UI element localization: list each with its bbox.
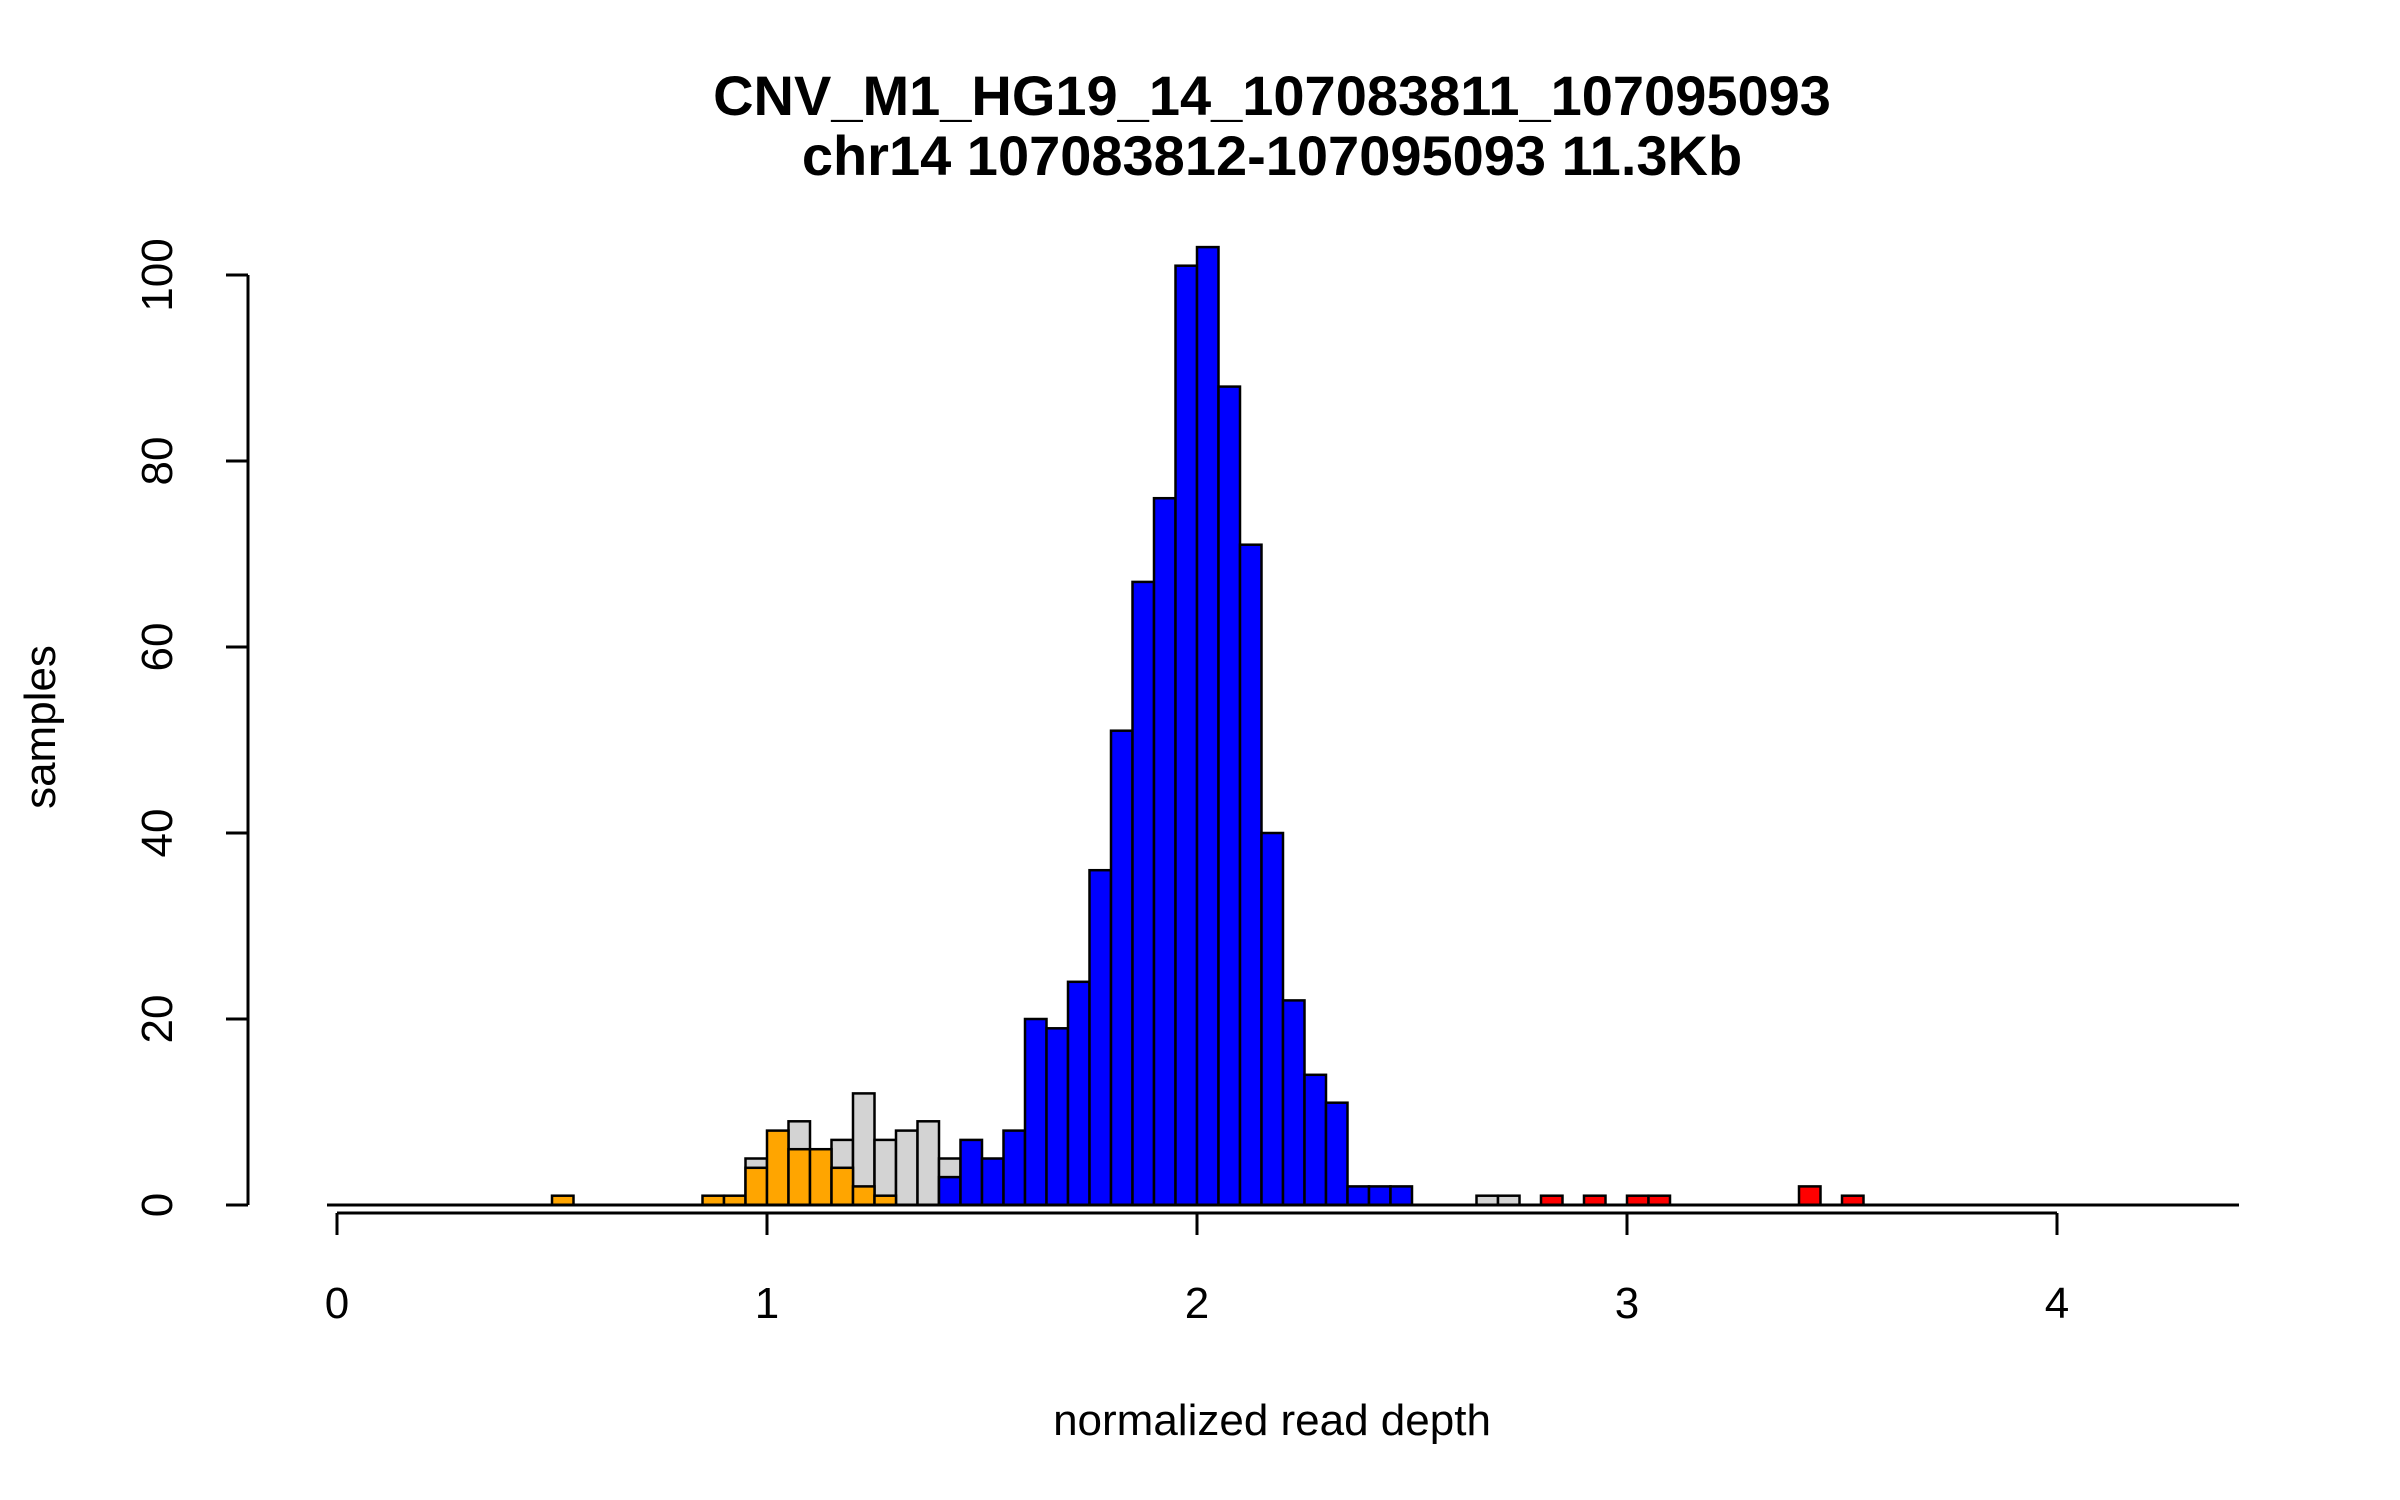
- x-tick-label: 1: [755, 1279, 779, 1328]
- bar-normal: [1023, 1017, 1048, 1207]
- bar-normal: [1109, 729, 1134, 1207]
- bar-normal: [1002, 1129, 1027, 1207]
- bars-group: [550, 245, 1865, 1207]
- x-tick-label: 4: [2045, 1279, 2069, 1328]
- bar-normal: [1217, 385, 1242, 1207]
- bar-normal: [937, 1175, 962, 1207]
- bar-normal: [1174, 264, 1199, 1207]
- bar-loss: [765, 1129, 790, 1207]
- bar-normal: [1152, 496, 1177, 1207]
- bar-normal: [1045, 1027, 1070, 1207]
- x-tick-label: 0: [325, 1279, 349, 1328]
- y-tick-label: 40: [133, 809, 182, 858]
- bar-gain: [1797, 1185, 1822, 1207]
- bar-loss: [744, 1166, 769, 1207]
- bar-normal: [1389, 1185, 1414, 1207]
- bar-normal: [1346, 1185, 1371, 1207]
- y-tick-label: 100: [133, 238, 182, 311]
- bar-normal: [1367, 1185, 1392, 1207]
- bar-normal: [1088, 868, 1113, 1207]
- bar-normal: [1131, 580, 1156, 1207]
- x-axis: 0 1 2 3 4: [325, 1211, 2069, 1328]
- bar-ambiguous: [916, 1120, 941, 1207]
- x-tick-label: 3: [1615, 1279, 1639, 1328]
- chart-title: CNV_M1_HG19_14_107083811_107095093: [713, 64, 1831, 127]
- bar-normal: [1303, 1073, 1328, 1207]
- y-axis-label: samples: [16, 645, 65, 809]
- bar-normal: [959, 1138, 984, 1207]
- bar-ambiguous: [894, 1129, 919, 1207]
- y-tick-label: 60: [133, 623, 182, 672]
- x-axis-label: normalized read depth: [1053, 1396, 1491, 1445]
- bar-loss: [830, 1166, 855, 1207]
- bar-loss: [808, 1147, 833, 1207]
- y-tick-label: 80: [133, 437, 182, 486]
- bar-normal: [1260, 831, 1285, 1207]
- bar-normal: [1195, 245, 1220, 1207]
- bar-normal: [1066, 980, 1091, 1207]
- bar-normal: [1281, 999, 1306, 1207]
- y-axis: 0 20 40 60 80 100: [133, 238, 250, 1217]
- bar-normal: [1238, 543, 1263, 1207]
- bar-loss: [787, 1147, 812, 1207]
- chart-subtitle: chr14 107083812-107095093 11.3Kb: [802, 124, 1742, 187]
- bar-normal: [1324, 1101, 1349, 1207]
- y-tick-label: 20: [133, 995, 182, 1044]
- bar-normal: [980, 1157, 1005, 1207]
- bar-loss: [851, 1185, 876, 1207]
- y-tick-label: 0: [133, 1193, 182, 1217]
- x-tick-label: 2: [1185, 1279, 1209, 1328]
